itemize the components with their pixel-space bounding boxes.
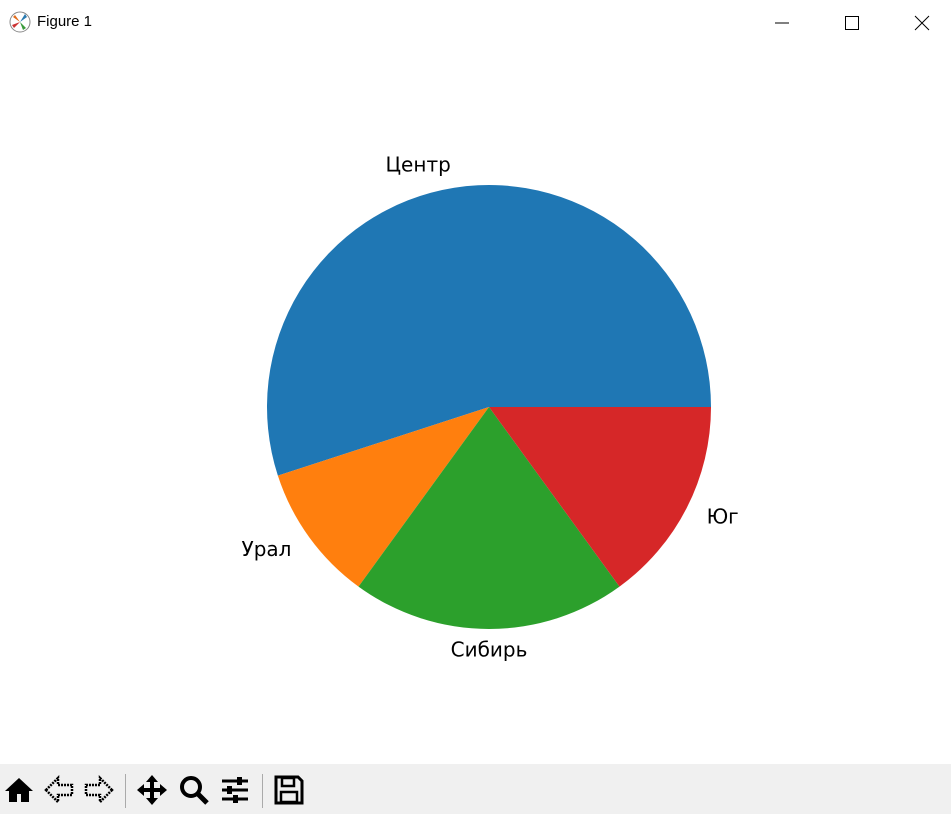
toolbar-separator (262, 774, 263, 808)
toolbar-separator (125, 774, 126, 808)
zoom-icon[interactable] (178, 774, 210, 806)
back-icon[interactable] (44, 774, 76, 806)
maximize-button[interactable] (829, 0, 875, 45)
toolbar (0, 764, 951, 814)
pan-icon[interactable] (136, 774, 168, 806)
pie-slice-3 (489, 407, 711, 587)
minimize-button[interactable] (759, 0, 805, 45)
configure-subplots-icon[interactable] (219, 774, 251, 806)
pie-label: Центр (386, 152, 451, 176)
pie-label: Сибирь (451, 638, 528, 662)
close-button[interactable] (899, 0, 945, 45)
pie-chart: Центр Урал Сибирь Юг (242, 152, 739, 662)
window-title: Figure 1 (37, 13, 93, 30)
pie-slice-1 (277, 407, 489, 587)
close-icon (914, 15, 930, 30)
title-bar: Figure 1 (0, 0, 951, 45)
matplotlib-icon (9, 11, 31, 33)
minimize-icon (775, 22, 789, 23)
home-icon[interactable] (3, 774, 35, 806)
pie-slice-0 (267, 185, 711, 476)
pie-slice-2 (358, 407, 620, 629)
forward-icon[interactable] (82, 774, 114, 806)
maximize-icon (845, 15, 859, 30)
pie-label: Юг (707, 504, 739, 528)
pie-label: Урал (242, 537, 292, 561)
save-icon[interactable] (273, 774, 305, 806)
